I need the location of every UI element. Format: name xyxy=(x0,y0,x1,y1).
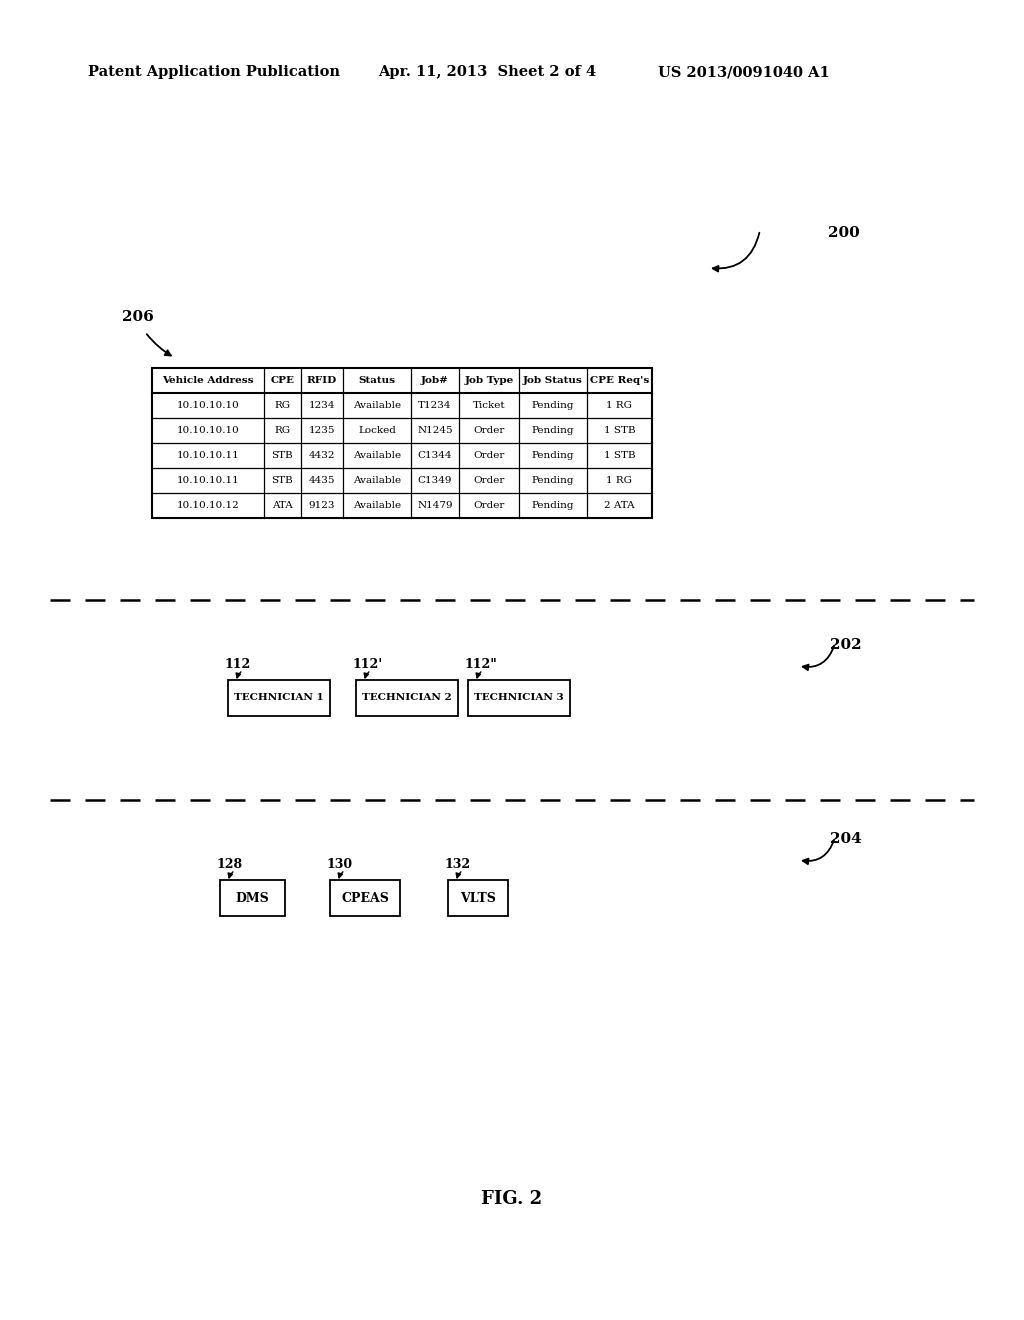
Text: RFID: RFID xyxy=(307,376,337,385)
Text: Pending: Pending xyxy=(531,502,574,510)
Text: ATA: ATA xyxy=(272,502,293,510)
Text: 202: 202 xyxy=(830,638,861,652)
Text: Job Status: Job Status xyxy=(523,376,583,385)
Bar xyxy=(468,680,570,715)
Text: US 2013/0091040 A1: US 2013/0091040 A1 xyxy=(658,65,829,79)
Text: CPE Req's: CPE Req's xyxy=(590,376,649,385)
Text: Pending: Pending xyxy=(531,426,574,436)
Text: N1479: N1479 xyxy=(417,502,453,510)
Text: VLTS: VLTS xyxy=(460,891,496,904)
Text: Order: Order xyxy=(473,502,505,510)
Text: 112': 112' xyxy=(352,657,382,671)
Text: 4432: 4432 xyxy=(309,451,335,459)
Text: C1344: C1344 xyxy=(418,451,453,459)
Bar xyxy=(220,880,285,916)
Text: Available: Available xyxy=(353,477,401,484)
Text: STB: STB xyxy=(271,477,293,484)
Text: 4435: 4435 xyxy=(309,477,335,484)
Text: 2 ATA: 2 ATA xyxy=(604,502,635,510)
Text: RG: RG xyxy=(274,426,291,436)
Text: Order: Order xyxy=(473,426,505,436)
Text: N1245: N1245 xyxy=(417,426,453,436)
Text: 130: 130 xyxy=(326,858,352,871)
Text: 206: 206 xyxy=(122,310,154,323)
Text: 1235: 1235 xyxy=(309,426,335,436)
Text: 200: 200 xyxy=(828,226,860,240)
Text: Pending: Pending xyxy=(531,451,574,459)
Text: 1234: 1234 xyxy=(309,401,335,411)
Text: 1 RG: 1 RG xyxy=(606,477,633,484)
Text: 128: 128 xyxy=(216,858,242,871)
Bar xyxy=(449,880,508,916)
Text: 1 RG: 1 RG xyxy=(606,401,633,411)
Text: Job#: Job# xyxy=(421,376,449,385)
Text: T1234: T1234 xyxy=(418,401,452,411)
Text: CPEAS: CPEAS xyxy=(341,891,389,904)
Text: Job Type: Job Type xyxy=(464,376,514,385)
Text: STB: STB xyxy=(271,451,293,459)
Text: 1 STB: 1 STB xyxy=(604,426,635,436)
Text: Order: Order xyxy=(473,477,505,484)
Text: TECHNICIAN 3: TECHNICIAN 3 xyxy=(474,693,564,702)
Text: 9123: 9123 xyxy=(309,502,335,510)
Text: FIG. 2: FIG. 2 xyxy=(481,1191,543,1208)
Text: Available: Available xyxy=(353,401,401,411)
Bar xyxy=(356,680,458,715)
Text: Status: Status xyxy=(358,376,395,385)
Text: DMS: DMS xyxy=(236,891,269,904)
Text: Patent Application Publication: Patent Application Publication xyxy=(88,65,340,79)
Bar xyxy=(228,680,330,715)
Text: Pending: Pending xyxy=(531,401,574,411)
Text: Locked: Locked xyxy=(358,426,396,436)
Text: Available: Available xyxy=(353,451,401,459)
Bar xyxy=(152,368,652,517)
Text: Apr. 11, 2013  Sheet 2 of 4: Apr. 11, 2013 Sheet 2 of 4 xyxy=(378,65,596,79)
Text: TECHNICIAN 2: TECHNICIAN 2 xyxy=(362,693,452,702)
Text: Available: Available xyxy=(353,502,401,510)
Text: Vehicle Address: Vehicle Address xyxy=(162,376,254,385)
Text: RG: RG xyxy=(274,401,291,411)
Text: 10.10.10.11: 10.10.10.11 xyxy=(176,477,240,484)
Text: 112": 112" xyxy=(464,657,497,671)
Text: Order: Order xyxy=(473,451,505,459)
Text: 112: 112 xyxy=(224,657,250,671)
Text: 10.10.10.11: 10.10.10.11 xyxy=(176,451,240,459)
Text: Pending: Pending xyxy=(531,477,574,484)
Text: 10.10.10.12: 10.10.10.12 xyxy=(176,502,240,510)
Text: 1 STB: 1 STB xyxy=(604,451,635,459)
Text: 10.10.10.10: 10.10.10.10 xyxy=(176,401,240,411)
Text: CPE: CPE xyxy=(270,376,295,385)
Text: Ticket: Ticket xyxy=(473,401,505,411)
Text: C1349: C1349 xyxy=(418,477,453,484)
Text: TECHNICIAN 1: TECHNICIAN 1 xyxy=(234,693,324,702)
Text: 132: 132 xyxy=(444,858,470,871)
Text: 10.10.10.10: 10.10.10.10 xyxy=(176,426,240,436)
Text: 204: 204 xyxy=(830,832,862,846)
Bar xyxy=(330,880,400,916)
